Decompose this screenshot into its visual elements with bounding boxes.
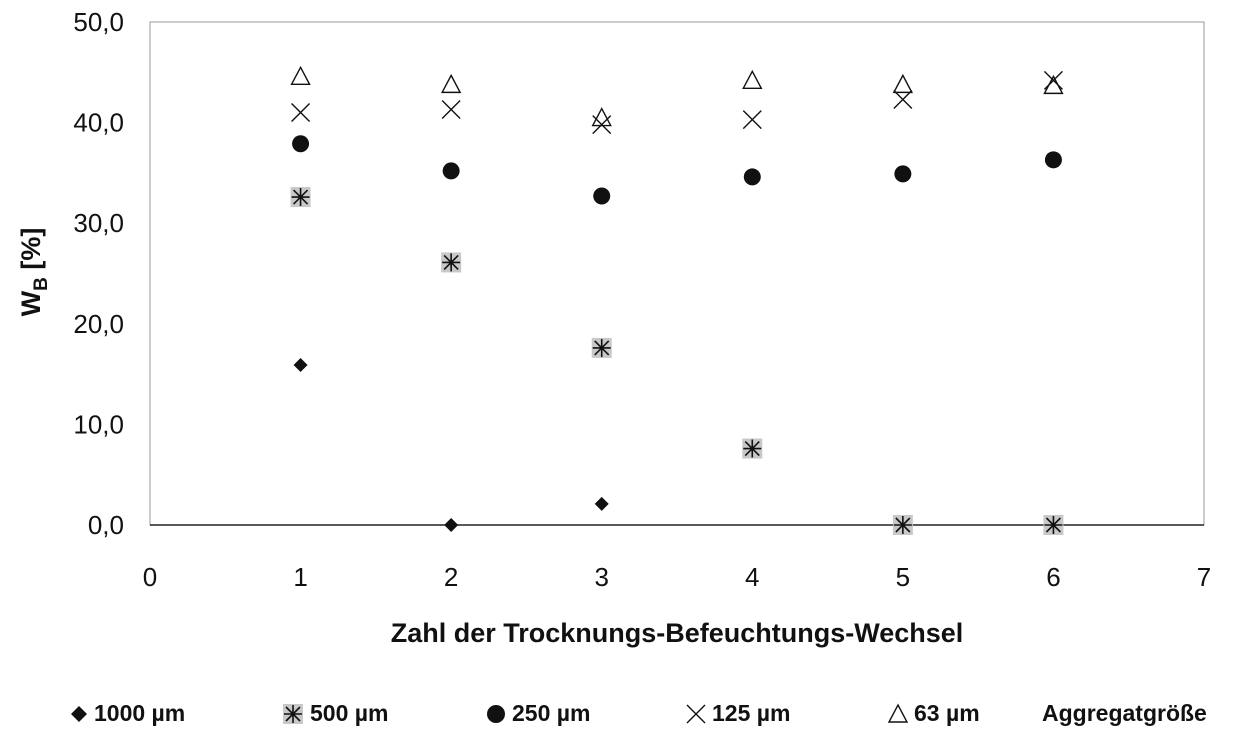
data-point-diamond	[293, 358, 308, 373]
plot-area	[149, 21, 1205, 526]
x-tick-label: 0	[143, 562, 157, 592]
triangle-marker-icon	[887, 703, 909, 723]
data-point-circle	[292, 135, 310, 153]
data-points	[290, 65, 1064, 535]
scatter-chart: 0,0 10,0 20,0 30,0 40,0 50,0 0 1 2 3 4 5 6 7 Zahl de…	[16, 7, 1211, 648]
y-tick-label: 0,0	[88, 510, 124, 540]
data-point-x	[291, 103, 311, 123]
data-point-triangle	[290, 65, 311, 86]
legend-label-250: 250 µm	[512, 700, 591, 726]
legend-label-63: 63 µm	[914, 700, 980, 726]
y-axis-title-unit: [%]	[16, 228, 46, 278]
x-tick-label: 3	[594, 562, 608, 592]
legend-item-500: 500 µm	[280, 700, 388, 727]
data-point-triangle	[1043, 74, 1064, 95]
data-point-triangle	[440, 73, 462, 94]
legend-item-125: 125 µm	[684, 700, 790, 727]
y-tick-label: 40,0	[73, 108, 124, 138]
data-point-x	[1043, 70, 1063, 90]
y-tick-labels: 0,0 10,0 20,0 30,0 40,0 50,0	[73, 7, 124, 540]
y-tick-label: 50,0	[73, 7, 124, 37]
data-point-circle	[1044, 151, 1062, 169]
y-tick-label: 10,0	[73, 409, 124, 439]
legend-label-1000: 1000 µm	[94, 700, 186, 726]
data-point-asterisk-box	[591, 337, 612, 358]
data-point-diamond	[444, 518, 459, 532]
x-tick-label: 6	[1046, 562, 1060, 592]
x-tick-label: 4	[745, 562, 759, 592]
data-point-triangle	[892, 73, 914, 94]
legend-label-125: 125 µm	[712, 700, 791, 726]
legend-label-500: 500 µm	[310, 700, 389, 726]
data-point-asterisk-box	[892, 515, 913, 535]
y-axis-title: WB [%]	[16, 228, 52, 317]
x-tick-label: 2	[444, 562, 458, 592]
data-point-x	[893, 89, 913, 109]
y-axis-title-main: W	[16, 290, 46, 316]
data-point-x	[441, 100, 461, 120]
data-point-circle	[442, 162, 460, 180]
legend-item-63: 63 µm	[886, 700, 980, 727]
x-tick-labels: 0 1 2 3 4 5 6 7	[143, 562, 1211, 592]
y-tick-label: 30,0	[73, 208, 124, 238]
data-point-x	[742, 110, 762, 130]
data-point-circle	[743, 168, 761, 186]
data-point-triangle	[591, 107, 612, 127]
data-point-asterisk-box	[441, 252, 462, 273]
data-point-triangle	[742, 69, 763, 90]
x-marker-icon	[686, 704, 706, 723]
x-tick-label: 5	[896, 562, 910, 592]
x-tick-label: 7	[1197, 562, 1211, 592]
asterisk-box-marker-icon	[283, 703, 303, 724]
data-point-circle	[894, 165, 912, 183]
y-tick-label: 20,0	[73, 309, 124, 339]
data-point-diamond	[594, 496, 609, 511]
circle-marker-icon	[487, 704, 505, 723]
y-axis-title-subscript: B	[31, 277, 52, 291]
legend-item-250: 250 µm	[484, 700, 590, 727]
legend-item-1000: 1000 µm	[68, 700, 185, 727]
legend: 1000 µm 500 µm 250 µm 125 µm 63 µm Aggre…	[0, 700, 1247, 740]
data-point-asterisk-box	[742, 438, 763, 459]
data-point-asterisk-box	[1043, 515, 1064, 535]
x-tick-label: 1	[293, 562, 307, 592]
diamond-marker-icon	[71, 705, 87, 722]
data-point-asterisk-box	[290, 187, 311, 208]
legend-caption: Aggregatgröße	[1042, 700, 1207, 726]
data-point-x	[592, 115, 612, 135]
x-axis-title: Zahl der Trocknungs-Befeuchtungs-Wechsel	[391, 618, 964, 648]
data-point-circle	[593, 187, 611, 205]
